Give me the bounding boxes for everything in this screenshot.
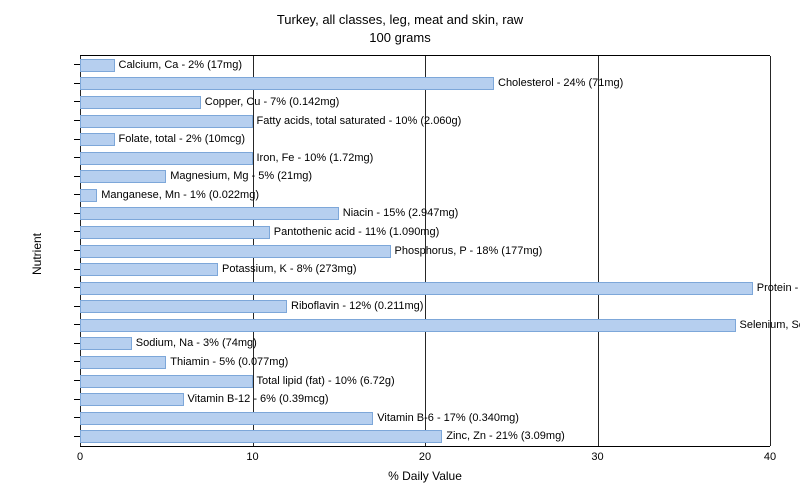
nutrient-bar-label: Folate, total - 2% (10mcg) — [119, 133, 246, 145]
nutrient-bar — [80, 96, 201, 109]
nutrient-bar-label: Vitamin B-6 - 17% (0.340mg) — [377, 412, 519, 424]
nutrient-bar — [80, 152, 253, 165]
nutrient-bar — [80, 300, 287, 313]
nutrient-bar-label: Protein - 39% (19.54g) — [757, 282, 800, 294]
nutrient-bar — [80, 263, 218, 276]
nutrient-bar-label: Cholesterol - 24% (71mg) — [498, 77, 623, 89]
nutrient-bar — [80, 133, 115, 146]
y-tick — [74, 139, 80, 140]
nutrient-bar-label: Selenium, Se - 38% (26.4mcg) — [740, 319, 800, 331]
y-tick — [74, 361, 80, 362]
y-axis-title: Nutrient — [30, 233, 44, 275]
y-tick — [74, 417, 80, 418]
chart-title-line2: 100 grams — [0, 30, 800, 45]
nutrient-bar — [80, 375, 253, 388]
y-tick — [74, 380, 80, 381]
x-tick-label: 30 — [591, 451, 603, 463]
x-axis-title: % Daily Value — [80, 469, 770, 483]
nutrient-bar-label: Sodium, Na - 3% (74mg) — [136, 337, 257, 349]
nutrient-bar — [80, 226, 270, 239]
nutrient-bar-label: Calcium, Ca - 2% (17mg) — [119, 59, 242, 71]
y-tick — [74, 101, 80, 102]
nutrient-bar-label: Magnesium, Mg - 5% (21mg) — [170, 170, 312, 182]
nutrient-bar-label: Pantothenic acid - 11% (1.090mg) — [274, 226, 440, 238]
y-tick — [74, 64, 80, 65]
nutrient-bar — [80, 430, 442, 443]
nutrient-bar-label: Total lipid (fat) - 10% (6.72g) — [257, 375, 395, 387]
x-tick-label: 10 — [246, 451, 258, 463]
y-tick — [74, 269, 80, 270]
y-tick — [74, 287, 80, 288]
nutrient-bar-label: Copper, Cu - 7% (0.142mg) — [205, 96, 340, 108]
x-gridline — [770, 56, 771, 446]
nutrient-bar — [80, 319, 736, 332]
nutrient-bar-label: Potassium, K - 8% (273mg) — [222, 263, 357, 275]
y-tick — [74, 436, 80, 437]
nutrient-bar-label: Iron, Fe - 10% (1.72mg) — [257, 152, 374, 164]
nutrient-bar — [80, 337, 132, 350]
nutrient-bar-label: Thiamin - 5% (0.077mg) — [170, 356, 288, 368]
nutrient-bar-label: Manganese, Mn - 1% (0.022mg) — [101, 189, 259, 201]
x-tick-label: 0 — [77, 451, 83, 463]
nutrient-bar-label: Vitamin B-12 - 6% (0.39mcg) — [188, 393, 329, 405]
y-tick — [74, 157, 80, 158]
nutrient-bar — [80, 115, 253, 128]
y-tick — [74, 343, 80, 344]
y-tick — [74, 250, 80, 251]
y-tick — [74, 83, 80, 84]
nutrient-bar — [80, 412, 373, 425]
nutrient-bar-label: Riboflavin - 12% (0.211mg) — [291, 300, 423, 312]
y-tick — [74, 231, 80, 232]
nutrient-bar-label: Phosphorus, P - 18% (177mg) — [395, 245, 543, 257]
y-tick — [74, 306, 80, 307]
y-tick — [74, 324, 80, 325]
nutrition-chart: Turkey, all classes, leg, meat and skin,… — [0, 0, 800, 500]
x-tick-label: 40 — [764, 451, 776, 463]
y-tick — [74, 120, 80, 121]
nutrient-bar-label: Niacin - 15% (2.947mg) — [343, 207, 459, 219]
nutrient-bar-label: Zinc, Zn - 21% (3.09mg) — [446, 430, 565, 442]
nutrient-bar — [80, 393, 184, 406]
nutrient-bar — [80, 170, 166, 183]
y-tick — [74, 194, 80, 195]
x-gridline — [598, 56, 599, 446]
nutrient-bar — [80, 207, 339, 220]
nutrient-bar — [80, 245, 391, 258]
chart-title-line1: Turkey, all classes, leg, meat and skin,… — [0, 12, 800, 27]
nutrient-bar — [80, 282, 753, 295]
nutrient-bar — [80, 59, 115, 72]
nutrient-bar — [80, 356, 166, 369]
y-tick — [74, 176, 80, 177]
nutrient-bar — [80, 77, 494, 90]
nutrient-bar — [80, 189, 97, 202]
plot-area: Calcium, Ca - 2% (17mg) Cholesterol - 24%… — [80, 55, 770, 447]
y-tick — [74, 213, 80, 214]
y-tick — [74, 399, 80, 400]
nutrient-bar-label: Fatty acids, total saturated - 10% (2.06… — [257, 115, 462, 127]
x-tick-label: 20 — [419, 451, 431, 463]
